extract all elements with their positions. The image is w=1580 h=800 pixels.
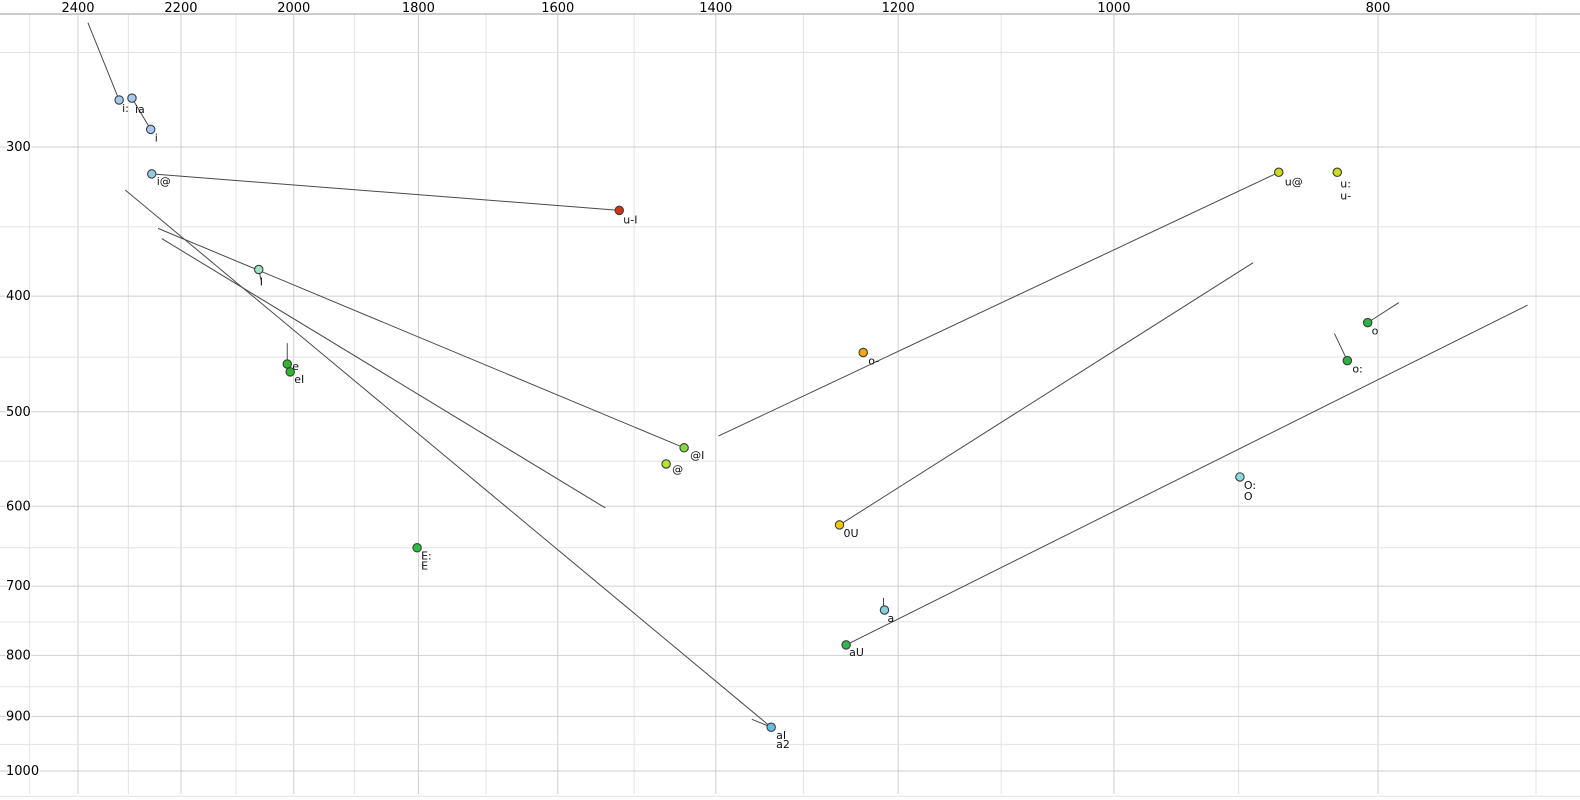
vowel-point-E:	[412, 542, 422, 553]
vowel-point-aI	[766, 722, 776, 732]
x-tick-label-1200: 1200	[882, 1, 915, 16]
vowel-point-I	[254, 264, 264, 275]
vowel-point-i:	[114, 95, 124, 105]
vowel-label-E:-1: E	[421, 560, 428, 573]
y-tick-label-400: 400	[6, 289, 31, 304]
trajectory-0U-offglide	[839, 262, 1254, 526]
trajectory-o:-tick	[1333, 333, 1348, 361]
vowel-point-ia	[127, 93, 137, 103]
trajectory-into-i:	[87, 22, 120, 101]
vowel-point-i	[145, 124, 156, 135]
vowel-label-O:-1: O	[1244, 490, 1253, 503]
vowel-label-@I: @I	[690, 449, 704, 462]
vowel-point-o:	[1342, 355, 1353, 366]
vowel-label-i@: i@	[157, 175, 171, 188]
y-tick-label-900: 900	[6, 709, 31, 724]
vowel-point-o-	[858, 347, 868, 358]
vowel-point-@I	[679, 443, 689, 453]
x-tick-label-1800: 1800	[402, 1, 435, 16]
x-tick-label-1000: 1000	[1097, 1, 1130, 16]
y-tick-label-500: 500	[6, 405, 31, 420]
vowel-label-o-: o-	[868, 355, 879, 368]
trajectory-front-mid	[161, 238, 606, 509]
x-tick-label-1400: 1400	[699, 1, 732, 16]
vowel-point-e	[282, 359, 293, 369]
vowel-label-u@: u@	[1285, 175, 1303, 188]
vowel-point-eI	[285, 367, 295, 377]
y-tick-label-1000: 1000	[6, 764, 39, 779]
x-tick-label-2200: 2200	[164, 1, 197, 16]
vowel-point-aU	[841, 640, 851, 650]
vowel-label-aI-1: a2	[776, 738, 790, 751]
vowel-point-u-I	[614, 205, 625, 216]
vowel-label-u:: u:	[1340, 177, 1351, 190]
vowel-point-0U	[834, 520, 845, 530]
vowel-label-aI: aI	[776, 729, 786, 742]
vowel-label-u-I: u-I	[623, 213, 637, 226]
vowel-label-ia: ia	[135, 103, 145, 116]
trajectory-aU-offglide	[845, 304, 1528, 646]
vowel-point-O:	[1235, 472, 1245, 482]
y-tick-label-700: 700	[6, 579, 31, 594]
vowel-label-i:: i:	[122, 102, 129, 115]
y-tick-label-300: 300	[6, 140, 31, 155]
vowel-label-@: @	[672, 463, 683, 476]
vowel-label-o:: o:	[1352, 363, 1362, 376]
y-tick-label-600: 600	[6, 499, 31, 514]
y-tick-label-800: 800	[6, 648, 31, 663]
vowel-point-i@	[146, 169, 157, 179]
vowel-label-E:: E:	[421, 550, 432, 563]
x-tick-label-2400: 2400	[61, 1, 94, 16]
trajectory-o-tick	[1367, 302, 1400, 324]
vowel-point-u@	[1273, 167, 1284, 178]
vowel-label-i: i	[155, 131, 158, 144]
trajectory-front-to-@I	[157, 227, 685, 449]
trajectory-ia-to-i	[131, 97, 152, 130]
vowel-point-u:	[1332, 167, 1343, 178]
trajectory-i@-to-u-I	[151, 173, 620, 211]
vowel-point-@	[661, 459, 671, 469]
vowel-point-a	[879, 605, 890, 615]
x-tick-label-800: 800	[1366, 1, 1391, 16]
vowel-label-eI: eI	[294, 373, 304, 386]
vowel-label-a: a	[887, 612, 894, 625]
vowel-label-aU: aU	[849, 646, 864, 659]
vowel-label-I: I	[260, 276, 263, 289]
x-tick-label-1600: 1600	[541, 1, 574, 16]
vowel-label-o: o	[1372, 325, 1379, 338]
vowel-label-e: e	[292, 360, 299, 373]
vowel-label-O:: O:	[1244, 479, 1256, 492]
vowel-label-u:-1: u-	[1340, 189, 1351, 202]
x-tick-label-2000: 2000	[277, 1, 310, 16]
vowel-label-0U: 0U	[844, 527, 859, 540]
trajectory-central-to-u@	[718, 171, 1279, 437]
vowel-point-o	[1362, 317, 1373, 328]
trajectory-front-to-aI	[124, 189, 772, 728]
